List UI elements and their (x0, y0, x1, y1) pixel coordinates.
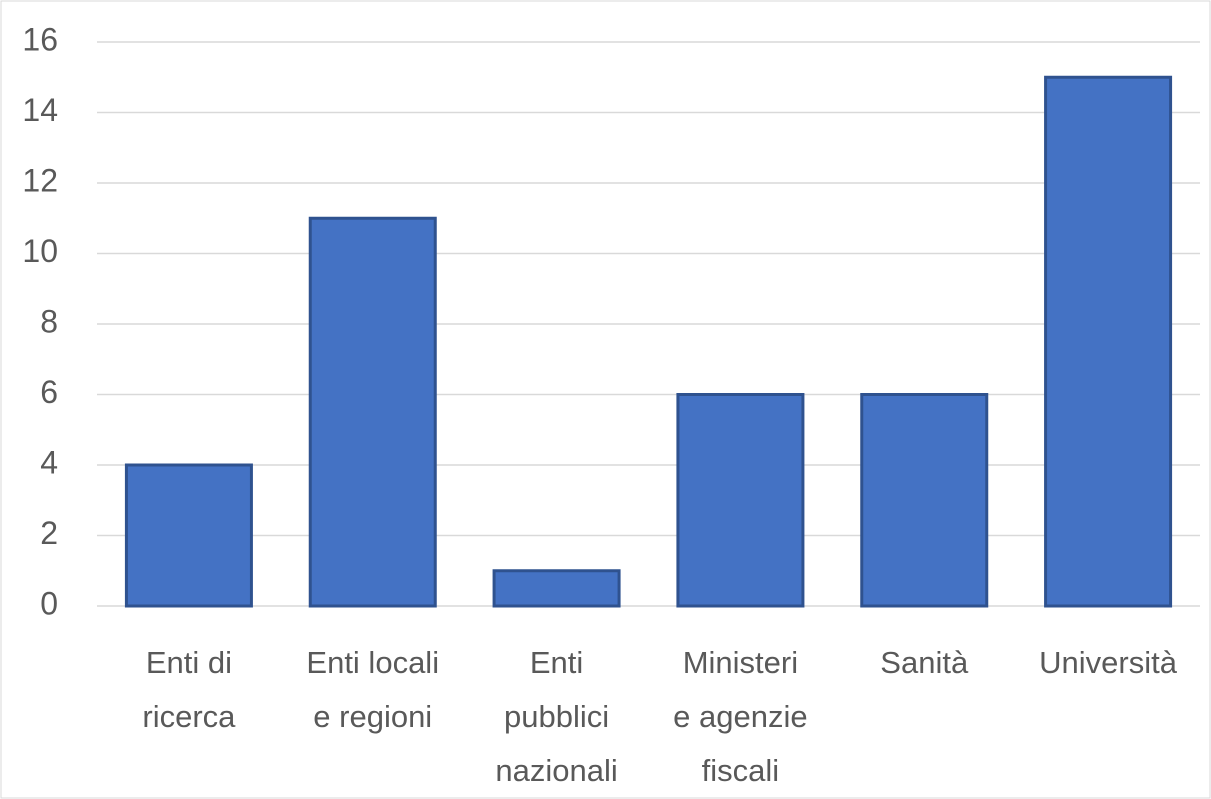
bar (1044, 75, 1173, 608)
y-tick-label: 2 (40, 515, 58, 551)
bar (124, 463, 253, 608)
bar (308, 216, 437, 608)
x-tick-label: Enti di ricerca (142, 645, 236, 734)
bar (860, 393, 989, 608)
y-tick-label: 14 (22, 92, 58, 128)
x-tick-label: Università (1039, 645, 1177, 680)
bar (676, 393, 805, 608)
y-tick-label: 12 (22, 162, 58, 198)
y-tick-label: 0 (40, 585, 58, 621)
y-tick-label: 6 (40, 374, 58, 410)
y-tick-label: 8 (40, 303, 58, 339)
x-tick-label: Ministeri e agenzie fiscali (673, 645, 808, 788)
bar (492, 569, 621, 608)
x-tick-label: Sanità (880, 645, 969, 680)
y-tick-label: 4 (40, 444, 58, 480)
x-tick-label: Enti pubblici nazionali (495, 645, 618, 788)
x-tick-label: Enti locali e regioni (306, 645, 440, 734)
y-tick-label: 10 (22, 233, 58, 269)
y-tick-label: 16 (22, 21, 58, 57)
